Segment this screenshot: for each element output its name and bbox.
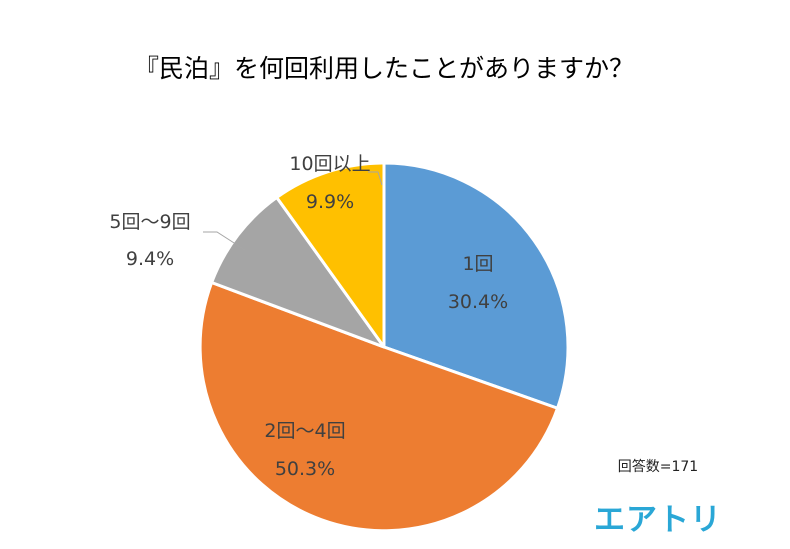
respondent-count: 回答数=171 bbox=[618, 458, 698, 475]
pie-slice-4 bbox=[275, 161, 386, 349]
airtrip-logo: エアトリ bbox=[594, 502, 722, 538]
leader-lines bbox=[203, 171, 383, 251]
airtrip-logo-text: エアトリ bbox=[594, 502, 722, 538]
slice-category-label-2: 2回～4回 bbox=[264, 420, 345, 442]
leader-line-4 bbox=[368, 171, 383, 186]
slice-labels: 1回 30.4% 2回～4回 50.3% 5回～9回 9.4% 10回以上 9.9% bbox=[109, 153, 508, 480]
leader-line-3 bbox=[203, 231, 246, 251]
slice-value-label-1: 30.4% bbox=[448, 291, 508, 313]
slice-value-label-2: 50.3% bbox=[275, 458, 335, 480]
slice-value-label-4: 9.9% bbox=[306, 191, 354, 213]
pie-slice-2 bbox=[198, 281, 560, 533]
pie-slice-1 bbox=[382, 161, 570, 410]
pie-slices bbox=[198, 161, 570, 533]
slice-category-label-4: 10回以上 bbox=[289, 153, 370, 175]
slice-value-label-3: 9.4% bbox=[126, 248, 174, 270]
slice-category-label-1: 1回 bbox=[462, 253, 493, 275]
slice-category-label-3: 5回～9回 bbox=[109, 211, 190, 233]
pie-slice-3 bbox=[210, 195, 386, 349]
chart-title: 『民泊』を何回利用したことがありますか？ bbox=[134, 54, 634, 83]
